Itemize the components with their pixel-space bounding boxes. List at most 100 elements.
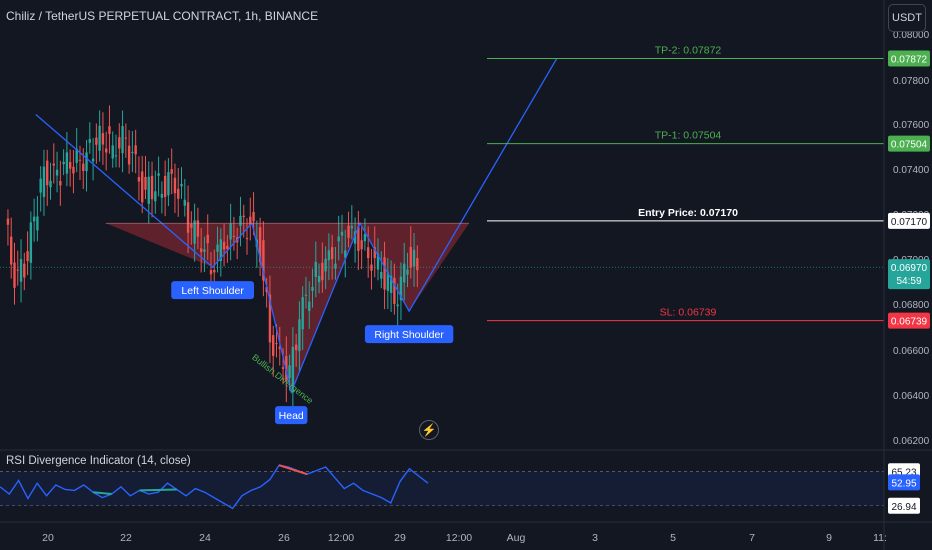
candle-body xyxy=(108,126,111,134)
candle-body xyxy=(104,148,108,153)
candle-body xyxy=(353,231,357,244)
pattern-label-bg xyxy=(364,325,454,344)
last-price-text: 0.06970 xyxy=(891,263,928,274)
candle-body xyxy=(403,263,406,283)
rsi-tag-text: 26.94 xyxy=(891,502,916,513)
level-label-entry: Entry Price: 0.07170 xyxy=(638,207,738,219)
candle-body xyxy=(281,367,285,369)
candle-body xyxy=(157,173,160,176)
candle-body xyxy=(294,344,298,351)
candle-body xyxy=(29,222,33,263)
candle-body xyxy=(249,216,252,225)
rsi-title: RSI Divergence Indicator (14, close) xyxy=(6,455,191,467)
candle-body xyxy=(301,297,304,330)
level-label-tp-1: TP-1: 0.07504 xyxy=(655,130,722,142)
candle-body xyxy=(144,176,147,190)
candle-body xyxy=(134,145,137,155)
candle-body xyxy=(121,126,124,154)
pattern-label-bg xyxy=(171,281,255,300)
candle-body xyxy=(209,270,213,275)
pattern-label: Head xyxy=(279,410,304,422)
candle-body xyxy=(216,244,219,252)
candle-body xyxy=(141,171,144,203)
candle-body xyxy=(406,269,409,275)
candle-body xyxy=(317,275,321,283)
left-shoulder-fill xyxy=(105,223,252,268)
candle-body xyxy=(196,220,200,237)
candle-body xyxy=(275,343,278,345)
chart-title: Chiliz / TetherUS PERPETUAL CONTRACT, 1h… xyxy=(6,9,319,23)
candle-body xyxy=(62,161,65,165)
candle-body xyxy=(91,158,95,162)
candle-body xyxy=(42,166,46,197)
candle-body xyxy=(262,240,265,281)
price-tag-text-tp-2: 0.07872 xyxy=(891,54,928,65)
candle-body xyxy=(127,145,131,165)
candle-body xyxy=(399,276,403,301)
candle-body xyxy=(68,162,72,169)
rsi-band xyxy=(0,471,884,506)
y-tick-label: 0.06800 xyxy=(893,300,930,311)
price-tag-tp-1 xyxy=(888,135,930,152)
candle-body xyxy=(26,251,29,262)
candle-body xyxy=(380,271,383,279)
candle-body xyxy=(311,286,314,291)
candle-body xyxy=(150,175,154,200)
price-tag-sl xyxy=(888,312,930,329)
candle-body xyxy=(131,151,134,153)
candle-body xyxy=(13,262,16,288)
candle-body xyxy=(278,346,281,349)
main-price-pane: TP-2: 0.07872 TP-1: 0.07504 Entry Price: 0… xyxy=(0,44,884,425)
y-tick-label: 0.07400 xyxy=(893,165,930,176)
rsi-tag-text: 52.95 xyxy=(891,478,916,489)
x-tick-label: 22 xyxy=(120,532,132,544)
candle-body xyxy=(340,231,344,236)
pattern-label: Left Shoulder xyxy=(181,285,244,297)
candle-body xyxy=(337,236,340,242)
candle-body xyxy=(357,226,360,251)
candle-body xyxy=(412,249,416,267)
price-tag-text-entry: 0.07170 xyxy=(891,217,928,228)
candle-body xyxy=(226,245,229,249)
x-tick-label: 7 xyxy=(749,532,755,544)
rsi-tag xyxy=(888,474,920,491)
y-tick-label: 0.07600 xyxy=(893,120,930,131)
rsi-tag xyxy=(888,497,920,514)
lightning-icon[interactable]: ⚡ xyxy=(419,420,439,440)
candle-body xyxy=(376,253,380,270)
candle-body xyxy=(16,269,19,271)
candle-body xyxy=(232,235,236,237)
candle-body xyxy=(245,238,249,240)
candle-body xyxy=(78,159,82,161)
candle-body xyxy=(183,199,186,206)
candle-body xyxy=(321,262,324,281)
candle-body xyxy=(347,225,350,238)
candle-body xyxy=(124,137,128,139)
unit-button[interactable]: USDT xyxy=(888,4,926,32)
candle-body xyxy=(298,319,301,352)
rsi-divergence-bull xyxy=(92,491,112,495)
candle-body xyxy=(409,246,412,268)
x-tick-label: 12:00 xyxy=(328,532,354,544)
candle-body xyxy=(82,163,85,171)
candle-body xyxy=(186,202,190,233)
y-tick-label: 0.06400 xyxy=(893,391,930,402)
candle-body xyxy=(52,163,55,166)
candle-body xyxy=(32,216,36,222)
candle-body xyxy=(213,270,216,273)
candle-body xyxy=(193,220,196,244)
candle-body xyxy=(199,248,203,252)
pattern-label: Right Shoulder xyxy=(374,329,444,341)
rsi-line xyxy=(0,464,429,510)
candle-body xyxy=(363,234,367,242)
candle-body xyxy=(173,177,177,194)
candle-body xyxy=(327,250,331,261)
rsi-pane xyxy=(0,449,932,510)
level-label-tp-2: TP-2: 0.07872 xyxy=(655,44,722,56)
candle-body xyxy=(49,180,52,188)
candle-body xyxy=(19,259,23,282)
last-price-tag xyxy=(888,259,930,290)
candle-body xyxy=(344,250,347,258)
